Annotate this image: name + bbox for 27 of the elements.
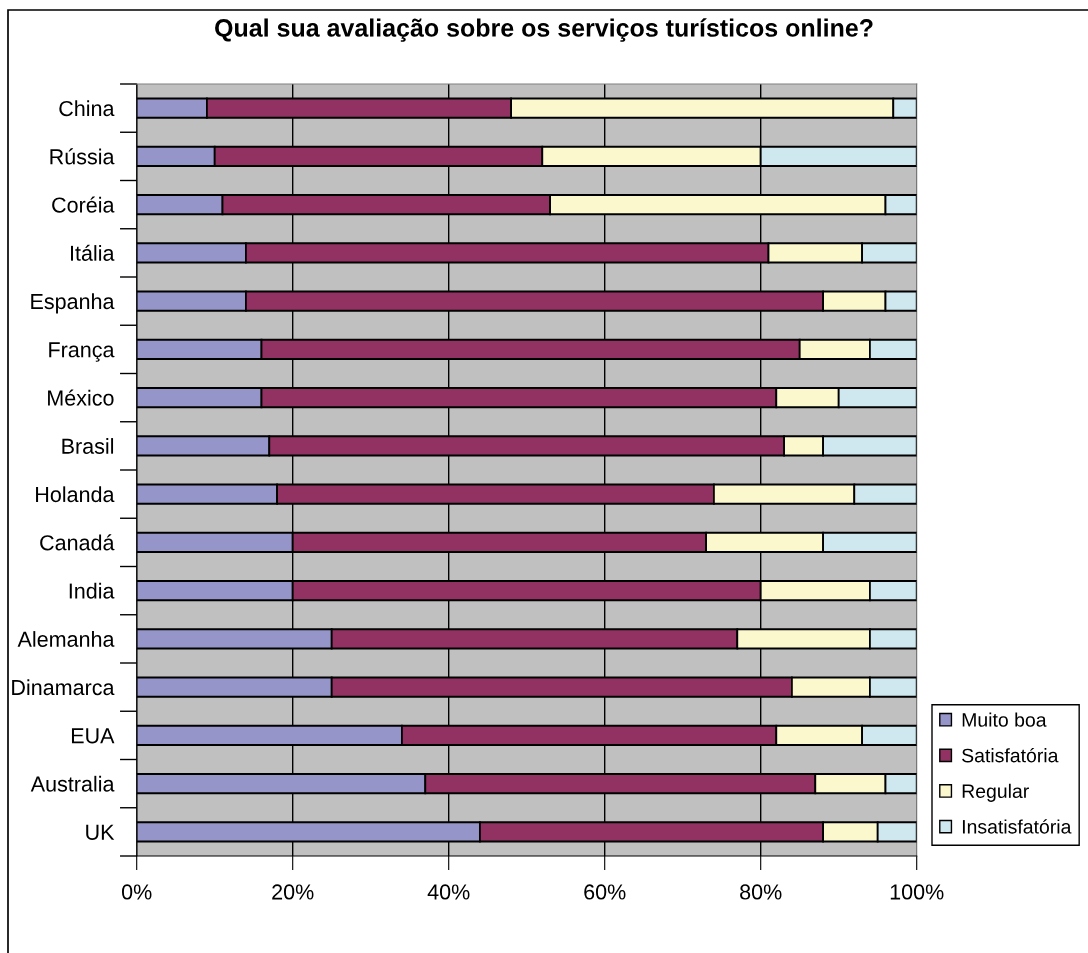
x-tick-label: 80% xyxy=(740,884,782,900)
y-tick-label: India xyxy=(69,582,115,599)
x-tick-label: 0% xyxy=(121,884,152,900)
y-tick-label: China xyxy=(59,100,115,117)
legend-label: Regular xyxy=(962,783,1029,802)
y-tick-label: Brasil xyxy=(62,438,114,454)
y-tick-label: UK xyxy=(86,824,115,840)
y-tick-label: México xyxy=(48,389,114,406)
y-tick-label: Coréia xyxy=(52,196,115,213)
y-tick-label: Canadá xyxy=(40,534,115,551)
y-tick-label: Espanha xyxy=(31,293,115,314)
x-tick-label: 20% xyxy=(272,884,314,900)
y-tick-label: Itália xyxy=(71,244,115,261)
x-tick-label: 40% xyxy=(427,884,470,900)
legend-label: Satisfatória xyxy=(962,747,1059,763)
y-tick-label: França xyxy=(49,342,115,362)
y-tick-label: Australia xyxy=(30,775,115,792)
y-tick-label: Dinamarca xyxy=(12,679,115,696)
y-tick-label: Rússia xyxy=(50,148,115,165)
x-tick-label: 100% xyxy=(890,884,944,900)
legend-label: Muito boa xyxy=(962,712,1047,727)
y-tick-label: Alemanha xyxy=(17,631,115,647)
legend-label: Insatisfatória xyxy=(962,819,1072,834)
x-tick-label: 60% xyxy=(584,884,626,900)
y-tick-label: Holanda xyxy=(36,486,115,503)
chart-title: Qual sua avaliação sobre os serviços turísticos online? xyxy=(215,18,873,42)
y-tick-label: EUA xyxy=(71,728,115,744)
